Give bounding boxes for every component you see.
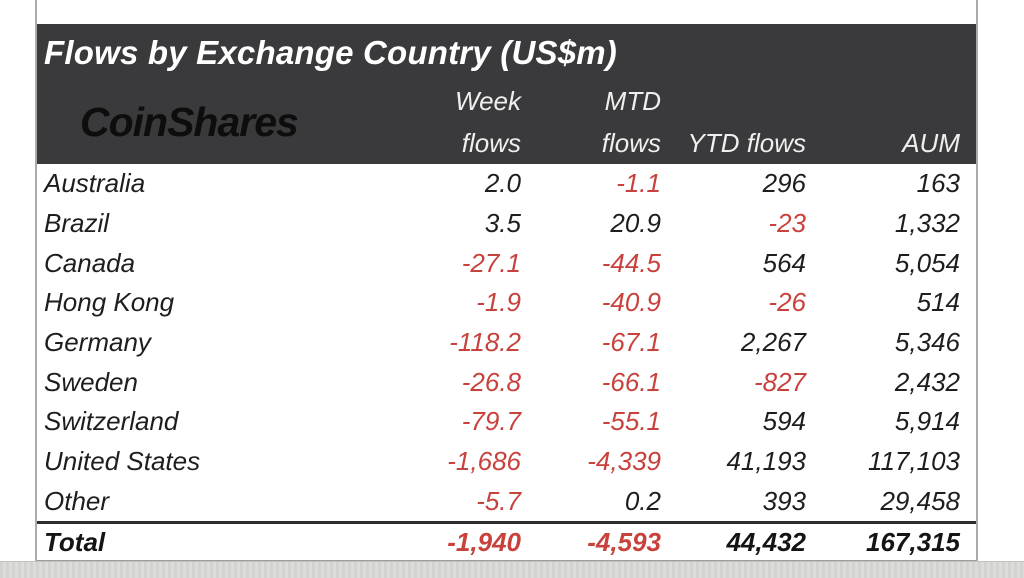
table-row-australia: Australia 2.0 -1.1 296 163 [37,164,976,204]
country-label: Hong Kong [44,287,175,318]
left-frame-line [35,0,37,561]
week-flows-value: -5.7 [476,485,521,516]
mtd-flows-value: -67.1 [601,327,661,358]
ytd-flows-value: -23 [768,208,806,239]
country-label: Brazil [44,208,110,239]
total-label: Total [44,526,106,557]
aum-value: 5,054 [894,247,960,278]
week-flows-value: -79.7 [461,406,521,437]
aum-value: 29,458 [880,485,960,516]
mtd-flows-value: -1.1 [616,168,661,199]
aum-value: 2,432 [894,366,960,397]
total-week-flows-value: -1,940 [447,526,521,557]
mtd-flows-value: -55.1 [601,406,661,437]
table-row-united-states: United States -1,686 -4,339 41,193 117,1… [37,442,976,482]
total-aum-value: 167,315 [866,526,960,557]
week-flows-value: -26.8 [461,366,521,397]
total-ytd-flows-value: 44,432 [726,526,806,557]
week-flows-value: -118.2 [449,327,521,358]
mtd-flows-value: -40.9 [601,287,661,318]
column-header-mtd-flows: MTD flows [601,86,661,158]
ytd-flows-value: 594 [762,406,806,437]
country-label: Germany [44,327,151,358]
column-header-week-flows: Week flows [455,86,521,158]
aum-value: 117,103 [867,446,960,477]
table-title: Flows by Exchange Country (US$m) [44,34,617,71]
table-row-total: Total -1,940 -4,593 44,432 167,315 [37,521,976,560]
mtd-flows-value: -44.5 [601,247,661,278]
flows-table: Flows by Exchange Country (US$m) CoinSha… [37,24,976,563]
week-flows-value: -1.9 [476,287,521,318]
mtd-flows-value: 0.2 [624,485,661,516]
country-label: Canada [44,247,136,278]
table-row-brazil: Brazil 3.5 20.9 -23 1,332 [37,204,976,244]
week-flows-value: 2.0 [484,168,521,199]
ytd-flows-value: 41,193 [726,446,806,477]
bottom-texture-band [0,561,1024,578]
column-headers: CoinShares Week flows MTD flows YTD flow… [37,80,976,164]
ytd-flows-value: -26 [768,287,806,318]
week-flows-value: -27.1 [461,247,521,278]
country-label: Switzerland [44,406,179,437]
table-row-germany: Germany -118.2 -67.1 2,267 5,346 [37,323,976,363]
week-flows-value: 3.5 [484,208,521,239]
mtd-flows-value: -4,339 [587,446,661,477]
country-label: Australia [44,168,146,199]
coinshares-logo: CoinShares [80,98,299,145]
aum-value: 514 [916,287,960,318]
table-row-hong-kong: Hong Kong -1.9 -40.9 -26 514 [37,283,976,323]
country-label: Sweden [44,366,138,397]
ytd-flows-value: 296 [762,168,806,199]
logo-cell: CoinShares [37,80,395,164]
ytd-flows-value: 2,267 [740,327,806,358]
aum-value: 1,332 [894,208,960,239]
aum-value: 5,914 [894,406,960,437]
table-row-canada: Canada -27.1 -44.5 564 5,054 [37,243,976,283]
country-label: United States [44,446,201,477]
aum-value: 5,346 [894,327,960,358]
week-flows-value: -1,686 [447,446,521,477]
ytd-flows-value: 393 [762,485,806,516]
column-header-ytd-flows: YTD flows [687,128,806,158]
ytd-flows-value: -827 [753,366,806,397]
mtd-flows-value: -66.1 [601,366,661,397]
table-row-other: Other -5.7 0.2 393 29,458 [37,482,976,522]
ytd-flows-value: 564 [762,247,806,278]
table-body: Australia 2.0 -1.1 296 163 Brazil 3.5 20… [37,164,976,563]
mtd-flows-value: 20.9 [610,208,661,239]
table-header: Flows by Exchange Country (US$m) CoinSha… [37,24,976,164]
total-mtd-flows-value: -4,593 [587,526,661,557]
country-label: Other [44,485,110,516]
table-row-sweden: Sweden -26.8 -66.1 -827 2,432 [37,362,976,402]
right-frame-line [976,0,978,561]
column-header-aum: AUM [902,128,960,158]
table-row-switzerland: Switzerland -79.7 -55.1 594 5,914 [37,402,976,442]
aum-value: 163 [916,168,960,199]
